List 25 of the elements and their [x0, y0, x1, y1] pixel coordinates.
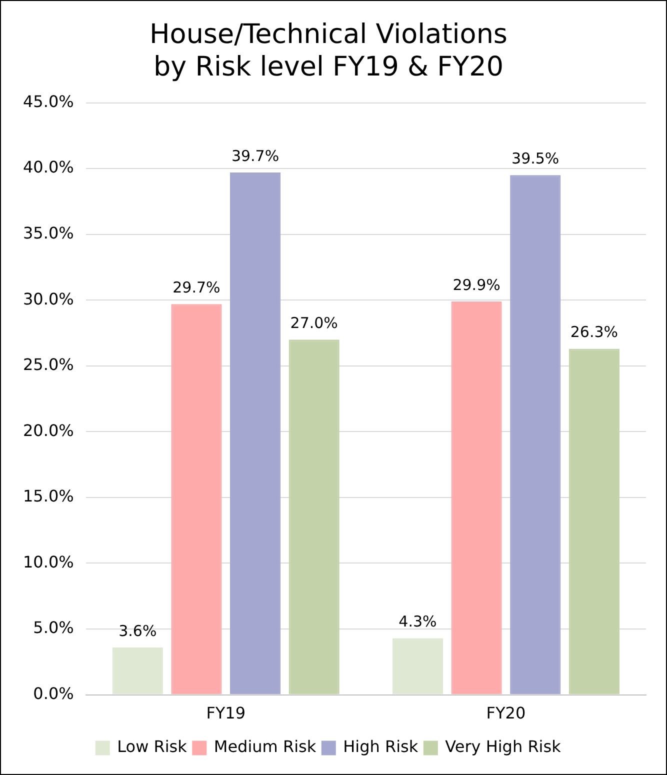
- y-tick-label: 25.0%: [23, 355, 74, 374]
- data-label: 39.5%: [512, 150, 560, 168]
- data-label: 26.3%: [570, 323, 618, 342]
- legend-label: Low Risk: [117, 737, 188, 756]
- y-tick-label: 5.0%: [33, 618, 74, 638]
- y-tick-label: 0.0%: [33, 684, 74, 703]
- data-label: 29.9%: [452, 276, 500, 294]
- y-tick-label: 20.0%: [23, 420, 74, 440]
- x-tick-label: FY20: [486, 704, 526, 723]
- data-label: 27.0%: [290, 314, 338, 332]
- legend-label: Medium Risk: [214, 737, 317, 756]
- y-tick-label: 10.0%: [23, 552, 74, 572]
- x-tick-label: FY19: [206, 704, 246, 723]
- data-label: 3.6%: [118, 622, 157, 640]
- data-label: 4.3%: [398, 612, 437, 631]
- chart-title: House/Technical Violations by Risk level FY19 & FY20: [149, 19, 508, 83]
- legend-label: Very High Risk: [445, 737, 562, 756]
- y-tick-label: 30.0%: [23, 289, 74, 308]
- data-label: 29.7%: [172, 278, 220, 296]
- legend-label: High Risk: [343, 737, 419, 756]
- y-tick-label: 35.0%: [23, 224, 74, 243]
- y-tick-label: 45.0%: [23, 92, 74, 111]
- data-label: 39.7%: [231, 146, 280, 165]
- y-tick-label: 15.0%: [23, 486, 74, 506]
- y-tick-label: 40.0%: [23, 158, 74, 177]
